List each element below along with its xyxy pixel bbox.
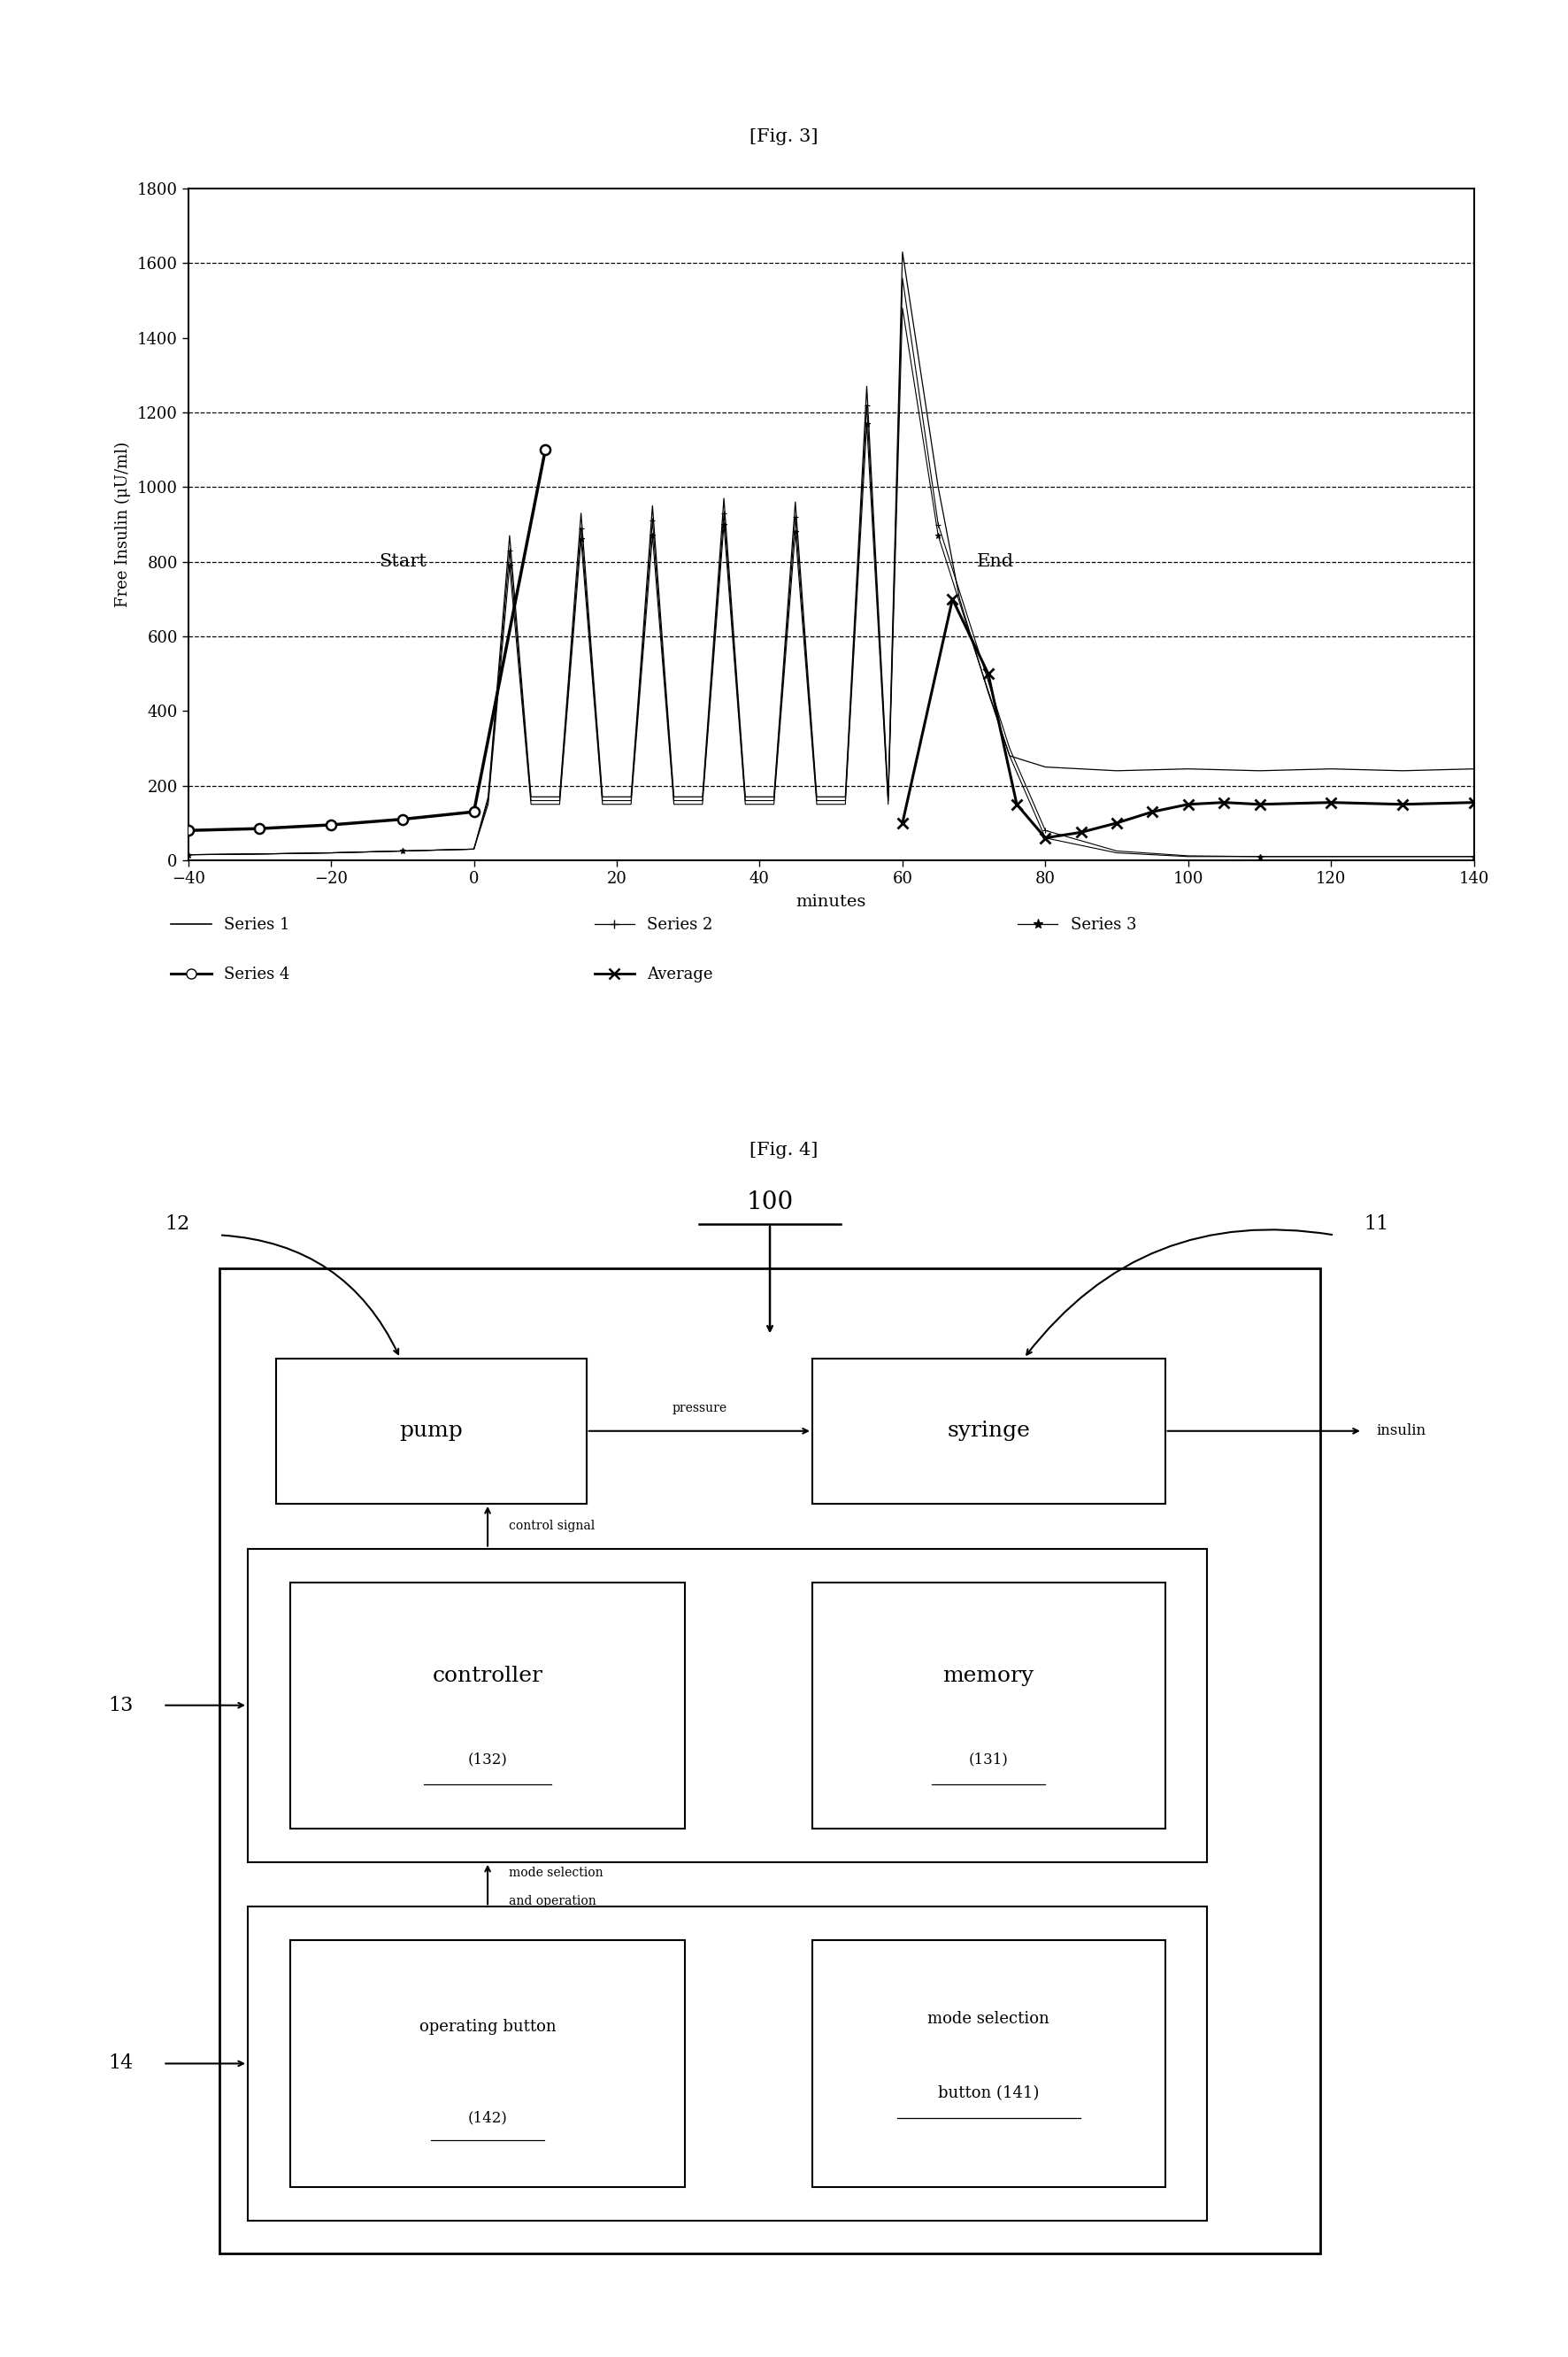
Text: 13: 13 bbox=[108, 1695, 133, 1716]
Y-axis label: Free Insulin (μU/ml): Free Insulin (μU/ml) bbox=[114, 441, 130, 608]
Text: Start: Start bbox=[378, 554, 426, 570]
Text: 12: 12 bbox=[165, 1214, 190, 1233]
Legend: Series 2: Series 2 bbox=[588, 910, 720, 940]
X-axis label: minutes: minutes bbox=[797, 893, 866, 910]
Legend: Series 1: Series 1 bbox=[165, 910, 296, 940]
Text: [Fig. 3]: [Fig. 3] bbox=[750, 127, 818, 146]
Legend: Series 4: Series 4 bbox=[165, 959, 296, 990]
Text: operating button: operating button bbox=[419, 2018, 557, 2034]
Text: (131): (131) bbox=[969, 1751, 1008, 1768]
Text: pressure: pressure bbox=[671, 1402, 728, 1414]
Bar bbox=[812, 1582, 1165, 1829]
Text: memory: memory bbox=[942, 1666, 1035, 1685]
Text: 100: 100 bbox=[746, 1190, 793, 1214]
Bar bbox=[248, 1907, 1207, 2220]
Bar bbox=[248, 1549, 1207, 1862]
Bar bbox=[276, 1358, 586, 1504]
Text: pump: pump bbox=[400, 1421, 463, 1440]
Text: and operation: and operation bbox=[508, 1895, 596, 1907]
Text: insulin: insulin bbox=[1377, 1424, 1427, 1438]
Text: [Fig. 4]: [Fig. 4] bbox=[750, 1141, 818, 1160]
Text: syringe: syringe bbox=[947, 1421, 1030, 1440]
Text: controller: controller bbox=[433, 1666, 543, 1685]
Bar bbox=[812, 1358, 1165, 1504]
Text: End: End bbox=[977, 554, 1014, 570]
Bar bbox=[812, 1940, 1165, 2187]
Bar bbox=[290, 1940, 685, 2187]
Bar bbox=[290, 1582, 685, 1829]
Text: button (141): button (141) bbox=[938, 2086, 1040, 2100]
Text: control signal: control signal bbox=[508, 1520, 594, 1532]
Bar bbox=[220, 1268, 1320, 2253]
Text: mode selection: mode selection bbox=[928, 2011, 1049, 2027]
Text: 11: 11 bbox=[1364, 1214, 1389, 1233]
Legend: Average: Average bbox=[588, 959, 720, 990]
Legend: Series 3: Series 3 bbox=[1011, 910, 1143, 940]
Text: (132): (132) bbox=[467, 1751, 508, 1768]
Text: 14: 14 bbox=[108, 2053, 133, 2074]
Text: mode selection: mode selection bbox=[508, 1867, 604, 1879]
Text: (142): (142) bbox=[467, 2110, 508, 2126]
